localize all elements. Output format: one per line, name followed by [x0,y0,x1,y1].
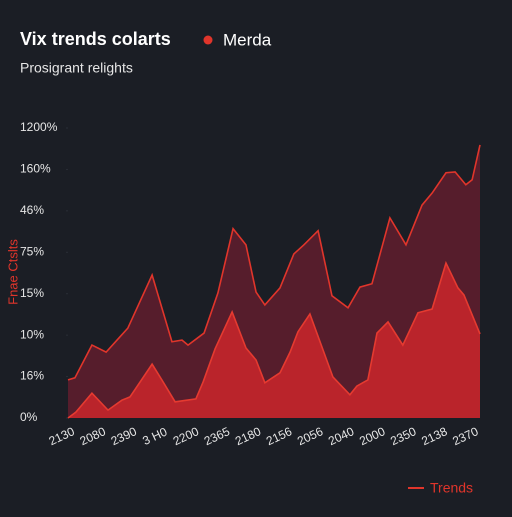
legend-label: Trends [430,480,473,496]
line [67,260,481,419]
y-tick-label: 15% [20,286,44,300]
y-tick-label: 0% [20,410,38,424]
chart-subtitle: Prosigrant relights [20,60,133,76]
legend-label: Merda [223,30,272,49]
y-tick-label: 1200% [20,120,58,134]
y-tick-label: 75% [20,244,44,258]
y-tick-label: 16% [20,369,44,383]
y-tick-label: 160% [20,162,51,176]
area [68,263,480,418]
legend-swatch [203,35,213,45]
line [67,144,481,381]
y-axis-label: Fnae Ctslts [5,239,20,305]
y-tick-label: 10% [20,327,44,341]
chart-title: Vix trends colarts [20,29,171,49]
y-tick-label: 46% [20,203,44,217]
